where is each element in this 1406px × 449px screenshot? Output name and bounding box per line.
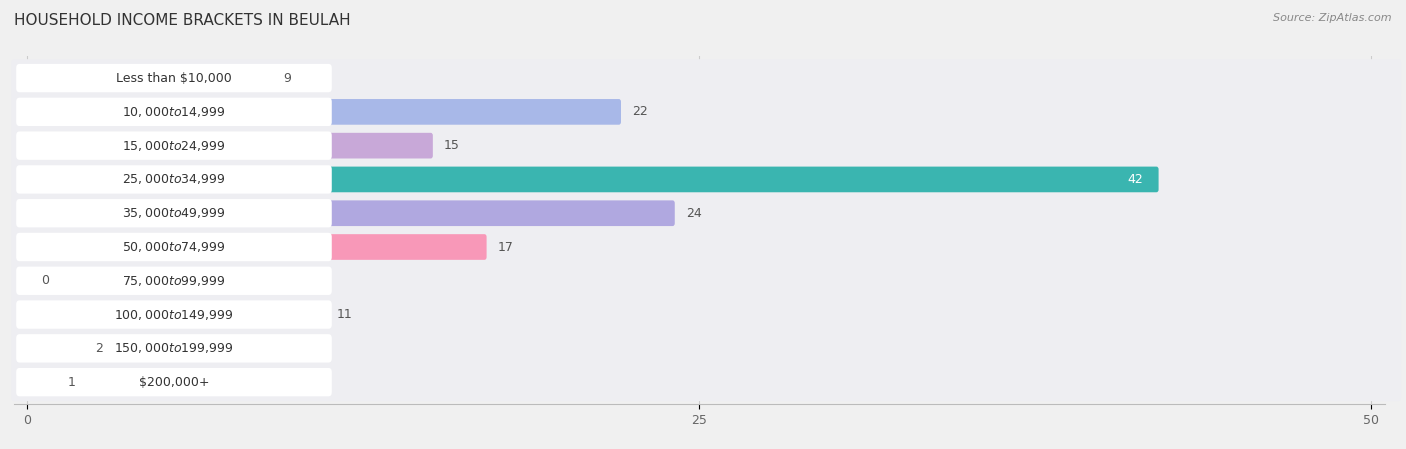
Text: 11: 11 [336, 308, 353, 321]
FancyBboxPatch shape [11, 295, 1400, 334]
Text: $35,000 to $49,999: $35,000 to $49,999 [122, 206, 226, 220]
Text: HOUSEHOLD INCOME BRACKETS IN BEULAH: HOUSEHOLD INCOME BRACKETS IN BEULAH [14, 13, 350, 28]
Text: 9: 9 [283, 71, 291, 84]
Text: $100,000 to $149,999: $100,000 to $149,999 [114, 308, 233, 321]
FancyBboxPatch shape [17, 64, 332, 92]
FancyBboxPatch shape [11, 330, 1400, 367]
Text: 42: 42 [1128, 173, 1143, 186]
FancyBboxPatch shape [17, 132, 332, 160]
FancyBboxPatch shape [11, 127, 1400, 165]
Text: 0: 0 [41, 274, 49, 287]
Text: Less than $10,000: Less than $10,000 [117, 71, 232, 84]
Text: $25,000 to $34,999: $25,000 to $34,999 [122, 172, 226, 186]
Text: $150,000 to $199,999: $150,000 to $199,999 [114, 341, 233, 355]
FancyBboxPatch shape [25, 65, 271, 91]
Text: 17: 17 [498, 241, 513, 254]
FancyBboxPatch shape [17, 98, 332, 126]
FancyBboxPatch shape [17, 233, 332, 261]
FancyBboxPatch shape [11, 194, 1400, 232]
FancyBboxPatch shape [25, 335, 83, 361]
FancyBboxPatch shape [25, 167, 1159, 192]
Text: 22: 22 [633, 106, 648, 119]
Text: 1: 1 [67, 376, 76, 389]
FancyBboxPatch shape [17, 267, 332, 295]
FancyBboxPatch shape [25, 302, 325, 327]
FancyBboxPatch shape [11, 228, 1400, 266]
FancyBboxPatch shape [17, 300, 332, 329]
Text: $15,000 to $24,999: $15,000 to $24,999 [122, 139, 226, 153]
FancyBboxPatch shape [17, 368, 332, 396]
FancyBboxPatch shape [17, 199, 332, 227]
Text: 24: 24 [686, 207, 702, 220]
FancyBboxPatch shape [17, 334, 332, 362]
Text: $200,000+: $200,000+ [139, 376, 209, 389]
FancyBboxPatch shape [25, 133, 433, 158]
FancyBboxPatch shape [11, 161, 1400, 198]
FancyBboxPatch shape [17, 165, 332, 194]
Text: $50,000 to $74,999: $50,000 to $74,999 [122, 240, 226, 254]
Text: 15: 15 [444, 139, 460, 152]
FancyBboxPatch shape [11, 363, 1400, 401]
Text: 2: 2 [94, 342, 103, 355]
FancyBboxPatch shape [25, 99, 621, 125]
FancyBboxPatch shape [25, 369, 56, 395]
FancyBboxPatch shape [11, 262, 1400, 300]
FancyBboxPatch shape [25, 200, 675, 226]
FancyBboxPatch shape [11, 93, 1400, 131]
Text: $10,000 to $14,999: $10,000 to $14,999 [122, 105, 226, 119]
Text: Source: ZipAtlas.com: Source: ZipAtlas.com [1274, 13, 1392, 23]
FancyBboxPatch shape [25, 234, 486, 260]
Text: $75,000 to $99,999: $75,000 to $99,999 [122, 274, 226, 288]
FancyBboxPatch shape [11, 59, 1400, 97]
